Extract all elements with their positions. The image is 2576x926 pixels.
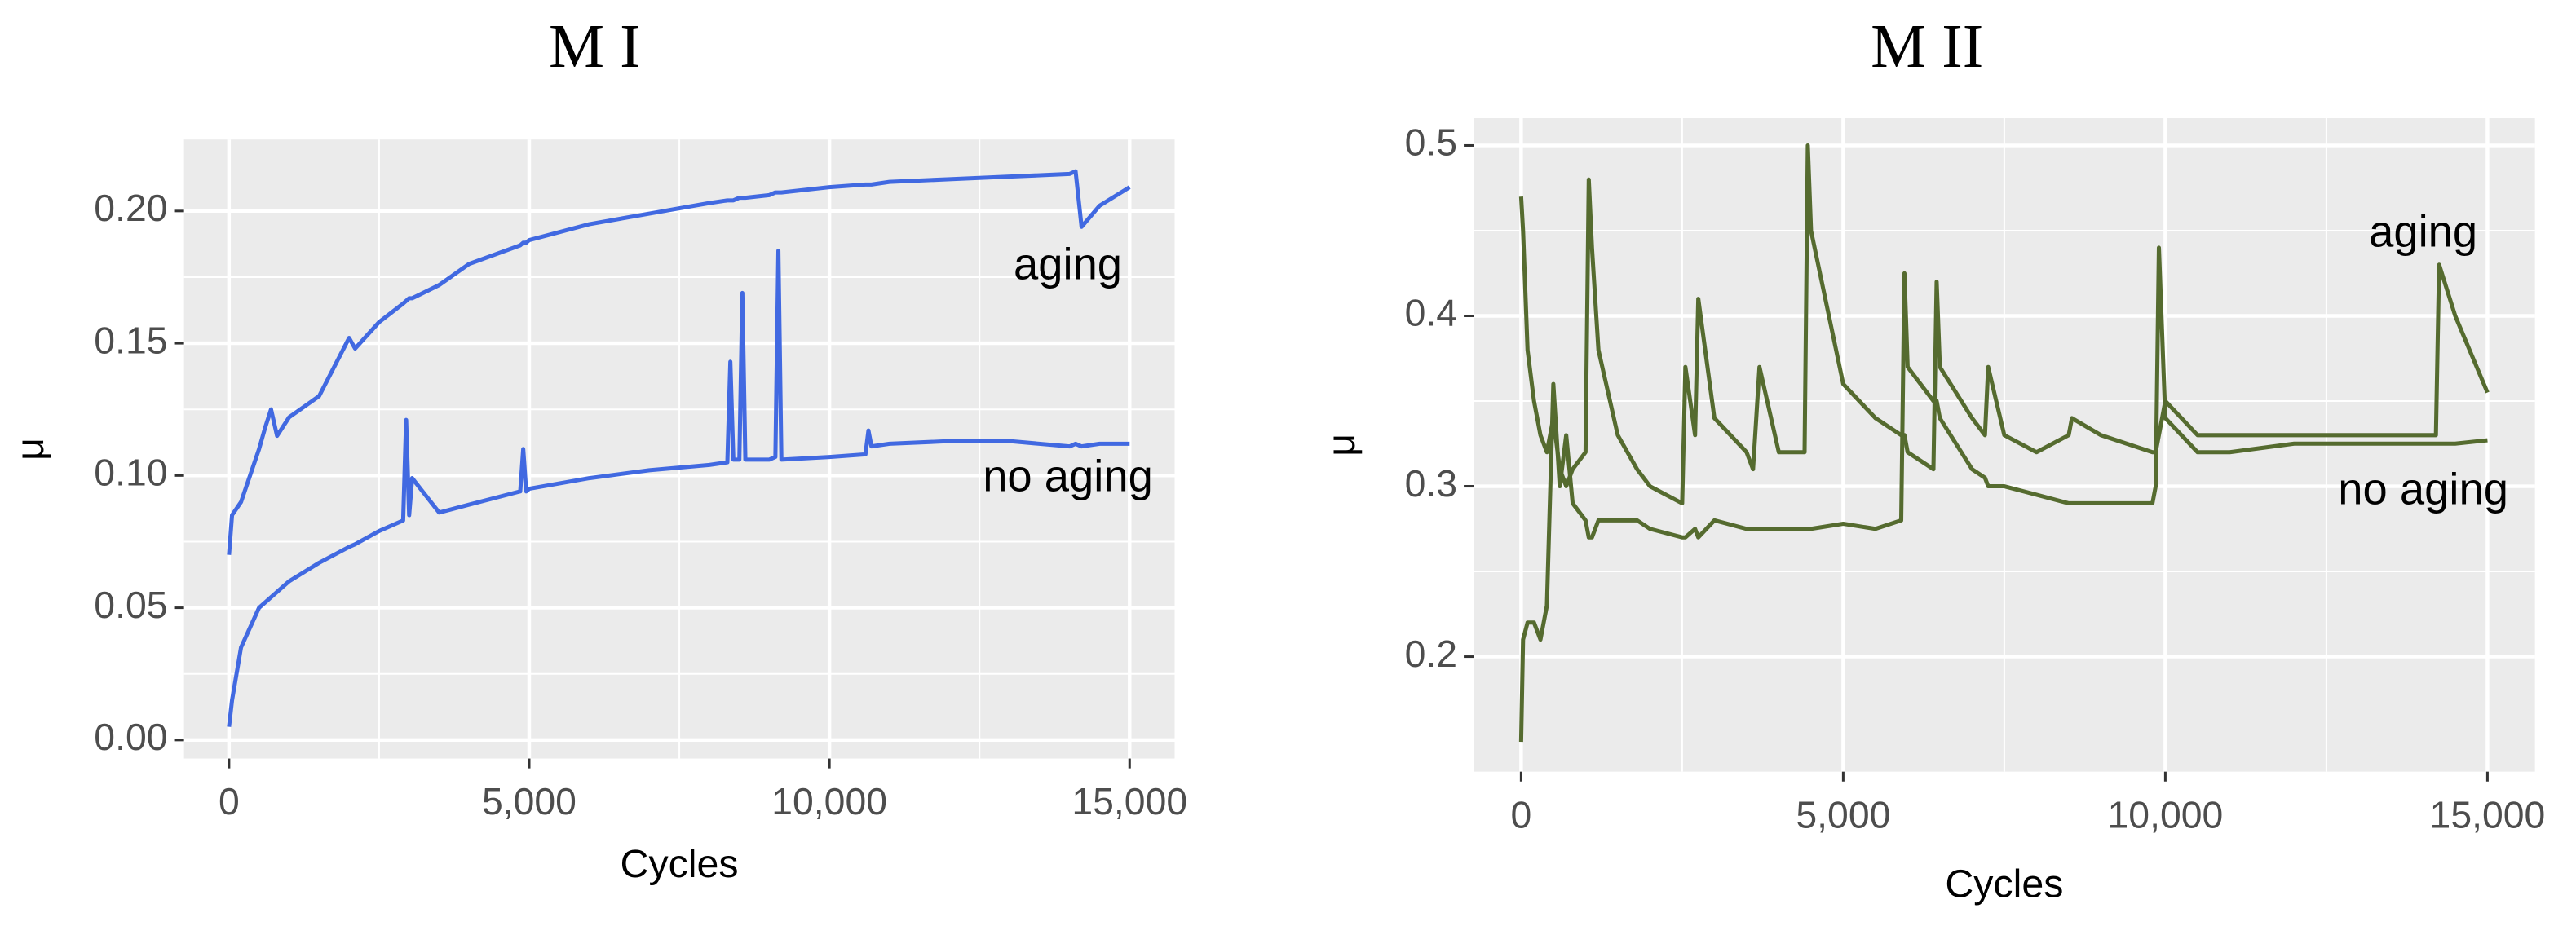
y-tick-label: 0.3 — [1405, 462, 1457, 505]
chart-title: M II — [1871, 11, 1983, 81]
y-tick-label: 0.5 — [1405, 121, 1457, 164]
y-tick-label: 0.00 — [94, 716, 167, 758]
y-tick-label: 0.05 — [94, 584, 167, 626]
x-tick-label: 5,000 — [482, 780, 577, 822]
x-tick-label: 15,000 — [1071, 780, 1187, 822]
x-axis-label: Cycles — [621, 842, 739, 886]
series-label: aging — [2369, 206, 2477, 256]
data-line — [1518, 245, 2488, 743]
x-tick-label: 0 — [1510, 793, 1531, 836]
y-tick-label: 0.4 — [1405, 292, 1457, 334]
x-tick-label: 15,000 — [2430, 793, 2546, 836]
x-tick-label: 5,000 — [1796, 793, 1890, 836]
series-label: no aging — [2338, 465, 2508, 514]
y-axis-label: μ — [1319, 434, 1363, 456]
series-label: aging — [1014, 240, 1122, 289]
x-tick-label: 0 — [219, 780, 240, 822]
y-tick-label: 0.20 — [94, 187, 167, 229]
x-tick-label: 10,000 — [771, 780, 887, 822]
data-line — [227, 169, 1131, 555]
x-tick-label: 10,000 — [2108, 793, 2224, 836]
data-line — [227, 248, 1130, 727]
series-label: no aging — [983, 452, 1153, 501]
y-tick-label: 0.15 — [94, 319, 167, 361]
chart-title: M I — [549, 11, 641, 81]
data-line — [1518, 143, 2490, 505]
y-axis-label: μ — [8, 438, 52, 461]
x-axis-label: Cycles — [1945, 862, 2063, 906]
y-tick-label: 0.10 — [94, 452, 167, 494]
y-tick-label: 0.2 — [1405, 633, 1457, 675]
